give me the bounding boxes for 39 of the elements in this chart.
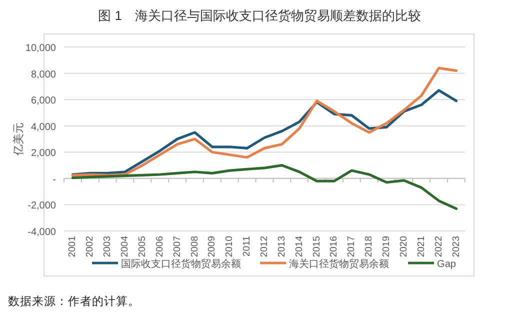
legend-label: 海关口径货物贸易余额 [289,258,390,270]
x-tick-label: 2010 [224,236,236,258]
y-tick-label: -4,000 [28,227,56,238]
y-axis-title: 亿美元 [12,122,25,156]
line-series [71,164,458,210]
legend-label: Gap [437,259,456,270]
x-tick-label: 2020 [398,236,410,258]
x-tick-label: 2014 [294,236,305,258]
chart-title: 图 1 海关口径与国际收支口径货物贸易顺差数据的比较 [98,8,421,23]
x-tick-label: 2016 [328,236,340,258]
x-tick-label: 2004 [120,236,131,258]
x-tick-label: 2008 [189,236,200,258]
x-tick-label: 2007 [172,236,183,258]
x-tick-label: 2015 [311,236,322,258]
y-tick-label: 4,000 [30,122,56,133]
source-note: 数据来源：作者的计算。 [8,295,140,308]
y-tick-label: 8,000 [30,69,56,80]
x-tick-label: 2021 [416,236,427,258]
x-tick-label: 2011 [242,236,253,256]
y-tick-label: - [52,174,56,186]
x-tick-label: 2001 [67,236,78,258]
x-tick-label: 2006 [154,236,166,258]
x-tick-label: 2005 [136,236,148,258]
x-tick-label: 2017 [346,236,358,258]
line-series [71,66,458,176]
x-tick-label: 2003 [102,236,114,258]
y-tick-label: 10,000 [25,43,56,54]
x-tick-label: 2023 [450,236,462,258]
y-tick-label: 2,000 [30,148,56,160]
x-tick-label: 2009 [206,236,218,258]
x-tick-label: 2022 [433,236,444,258]
x-tick-label: 2018 [364,236,375,258]
x-tick-label: 2013 [276,236,288,258]
x-tick-label: 2012 [259,236,270,258]
y-tick-label: -2,000 [28,200,56,212]
x-tick-label: 2002 [84,236,96,258]
legend-label: 国际收支口径货物贸易余额 [121,258,242,270]
x-tick-label: 2019 [381,236,392,258]
y-tick-label: 6,000 [30,96,56,107]
